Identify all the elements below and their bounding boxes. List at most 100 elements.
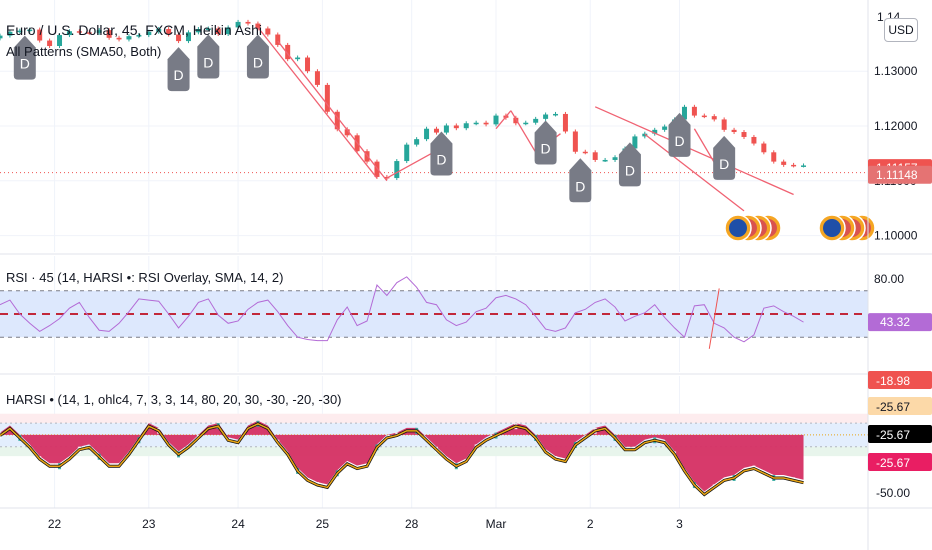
time-tick-label: 23 (142, 517, 156, 531)
candle-body (334, 111, 340, 130)
harsi-value-badge (868, 397, 932, 415)
pattern-marker-9: D (713, 135, 736, 180)
rsi-tick-label: 80.00 (874, 272, 904, 286)
marker-flag (534, 120, 557, 165)
pattern-marker-3: D (246, 34, 269, 79)
harsi-value-label: -50.00 (876, 486, 910, 500)
candle-body (136, 35, 142, 37)
indicator-legend[interactable]: All Patterns (SMA50, Both) (6, 44, 162, 59)
rsi-line-layer (0, 276, 804, 349)
candle-body (562, 113, 568, 132)
candle-body (414, 139, 420, 145)
event-flag-icon (823, 219, 841, 237)
candle-body (483, 122, 489, 125)
candle-body (176, 34, 182, 42)
candle-body (57, 35, 63, 47)
harsi-value-badge (868, 453, 932, 471)
candle-body (443, 125, 449, 133)
time-tick-label: 2 (587, 517, 594, 531)
candle-body (513, 117, 519, 124)
candle-body (453, 125, 459, 129)
candle-body (543, 114, 549, 119)
pattern-marker-0: D (13, 35, 36, 80)
candle-body (156, 29, 162, 32)
candle-body (76, 31, 82, 33)
candle-body (632, 136, 638, 149)
candle-body (791, 164, 797, 167)
marker-label: D (625, 162, 635, 178)
candle-body (27, 29, 33, 32)
candle-body (0, 35, 3, 39)
candle-body (47, 40, 53, 47)
candle-body (96, 30, 102, 33)
harsi-value-label: -25.67 (876, 400, 910, 414)
rsi-legend[interactable]: RSI · 45 (14, HARSI •: RSI Overlay, SMA,… (6, 270, 284, 285)
candle-body (433, 128, 439, 133)
candle-body (314, 71, 320, 85)
candle-body (523, 122, 529, 125)
candle-body (662, 126, 668, 130)
time-tick-label: 25 (316, 517, 330, 531)
price-tick-label: 1.10000 (874, 229, 918, 243)
marker-flag (668, 112, 691, 157)
candle-body (394, 161, 400, 179)
candle-body (344, 129, 350, 136)
candle-body (245, 21, 251, 24)
candle-body (771, 152, 777, 162)
pattern-marker-6: D (569, 158, 592, 203)
candle-body (741, 132, 747, 137)
candle-body (721, 119, 727, 130)
candle-body (711, 116, 717, 120)
marker-flag (569, 158, 592, 203)
candle-body (295, 57, 301, 60)
candle-body (404, 144, 410, 162)
pattern-markers: D D D D D D D D D D (13, 34, 736, 203)
rsi-spike (708, 288, 720, 349)
time-tick-label: Mar (486, 517, 507, 531)
candle-body (781, 161, 787, 165)
candle-body (166, 29, 172, 35)
price-tick-label: 1.13000 (874, 64, 918, 78)
marker-label: D (719, 156, 729, 172)
candle-body (572, 131, 578, 152)
price-tick-label: 1.12000 (874, 119, 918, 133)
harsi-legend[interactable]: HARSI • (14, 1, ohlc4, 7, 3, 3, 14, 80, … (6, 392, 342, 407)
candle-body (324, 84, 330, 112)
harsi-os-band (0, 446, 868, 457)
currency-button[interactable]: USD (884, 18, 918, 42)
candle-body (146, 31, 152, 36)
marker-flag (713, 135, 736, 180)
pattern-trendline (386, 150, 437, 179)
candle-body (185, 32, 191, 42)
marker-flag (430, 131, 453, 176)
pattern-trendline (510, 110, 537, 153)
candle-body (642, 133, 648, 137)
candle-body (17, 30, 23, 33)
candle-body (592, 152, 598, 160)
time-tick-label: 22 (48, 517, 62, 531)
current-price-badge-2 (868, 165, 932, 184)
pattern-marker-1: D (167, 47, 190, 92)
candle-body (553, 113, 559, 116)
pattern-trendline (495, 110, 512, 130)
candle-body (652, 129, 658, 134)
harsi-value-label: -18.98 (876, 374, 910, 388)
candle-body (751, 136, 757, 144)
candle-body (37, 29, 43, 41)
candle-body (424, 128, 430, 140)
harsi-value-badge (868, 425, 932, 443)
harsi-value-label: -25.67 (876, 456, 910, 470)
harsi-value-badge (868, 371, 932, 389)
marker-flag (167, 47, 190, 92)
trend-lines (257, 26, 794, 212)
candle-body (235, 21, 241, 28)
pattern-marker-2: D (197, 34, 220, 79)
candle-body (265, 28, 271, 35)
candle-body (761, 143, 767, 153)
marker-label: D (674, 133, 684, 149)
candle-body (275, 34, 281, 45)
harsi-ob-band (0, 413, 868, 424)
marker-flag (246, 34, 269, 79)
